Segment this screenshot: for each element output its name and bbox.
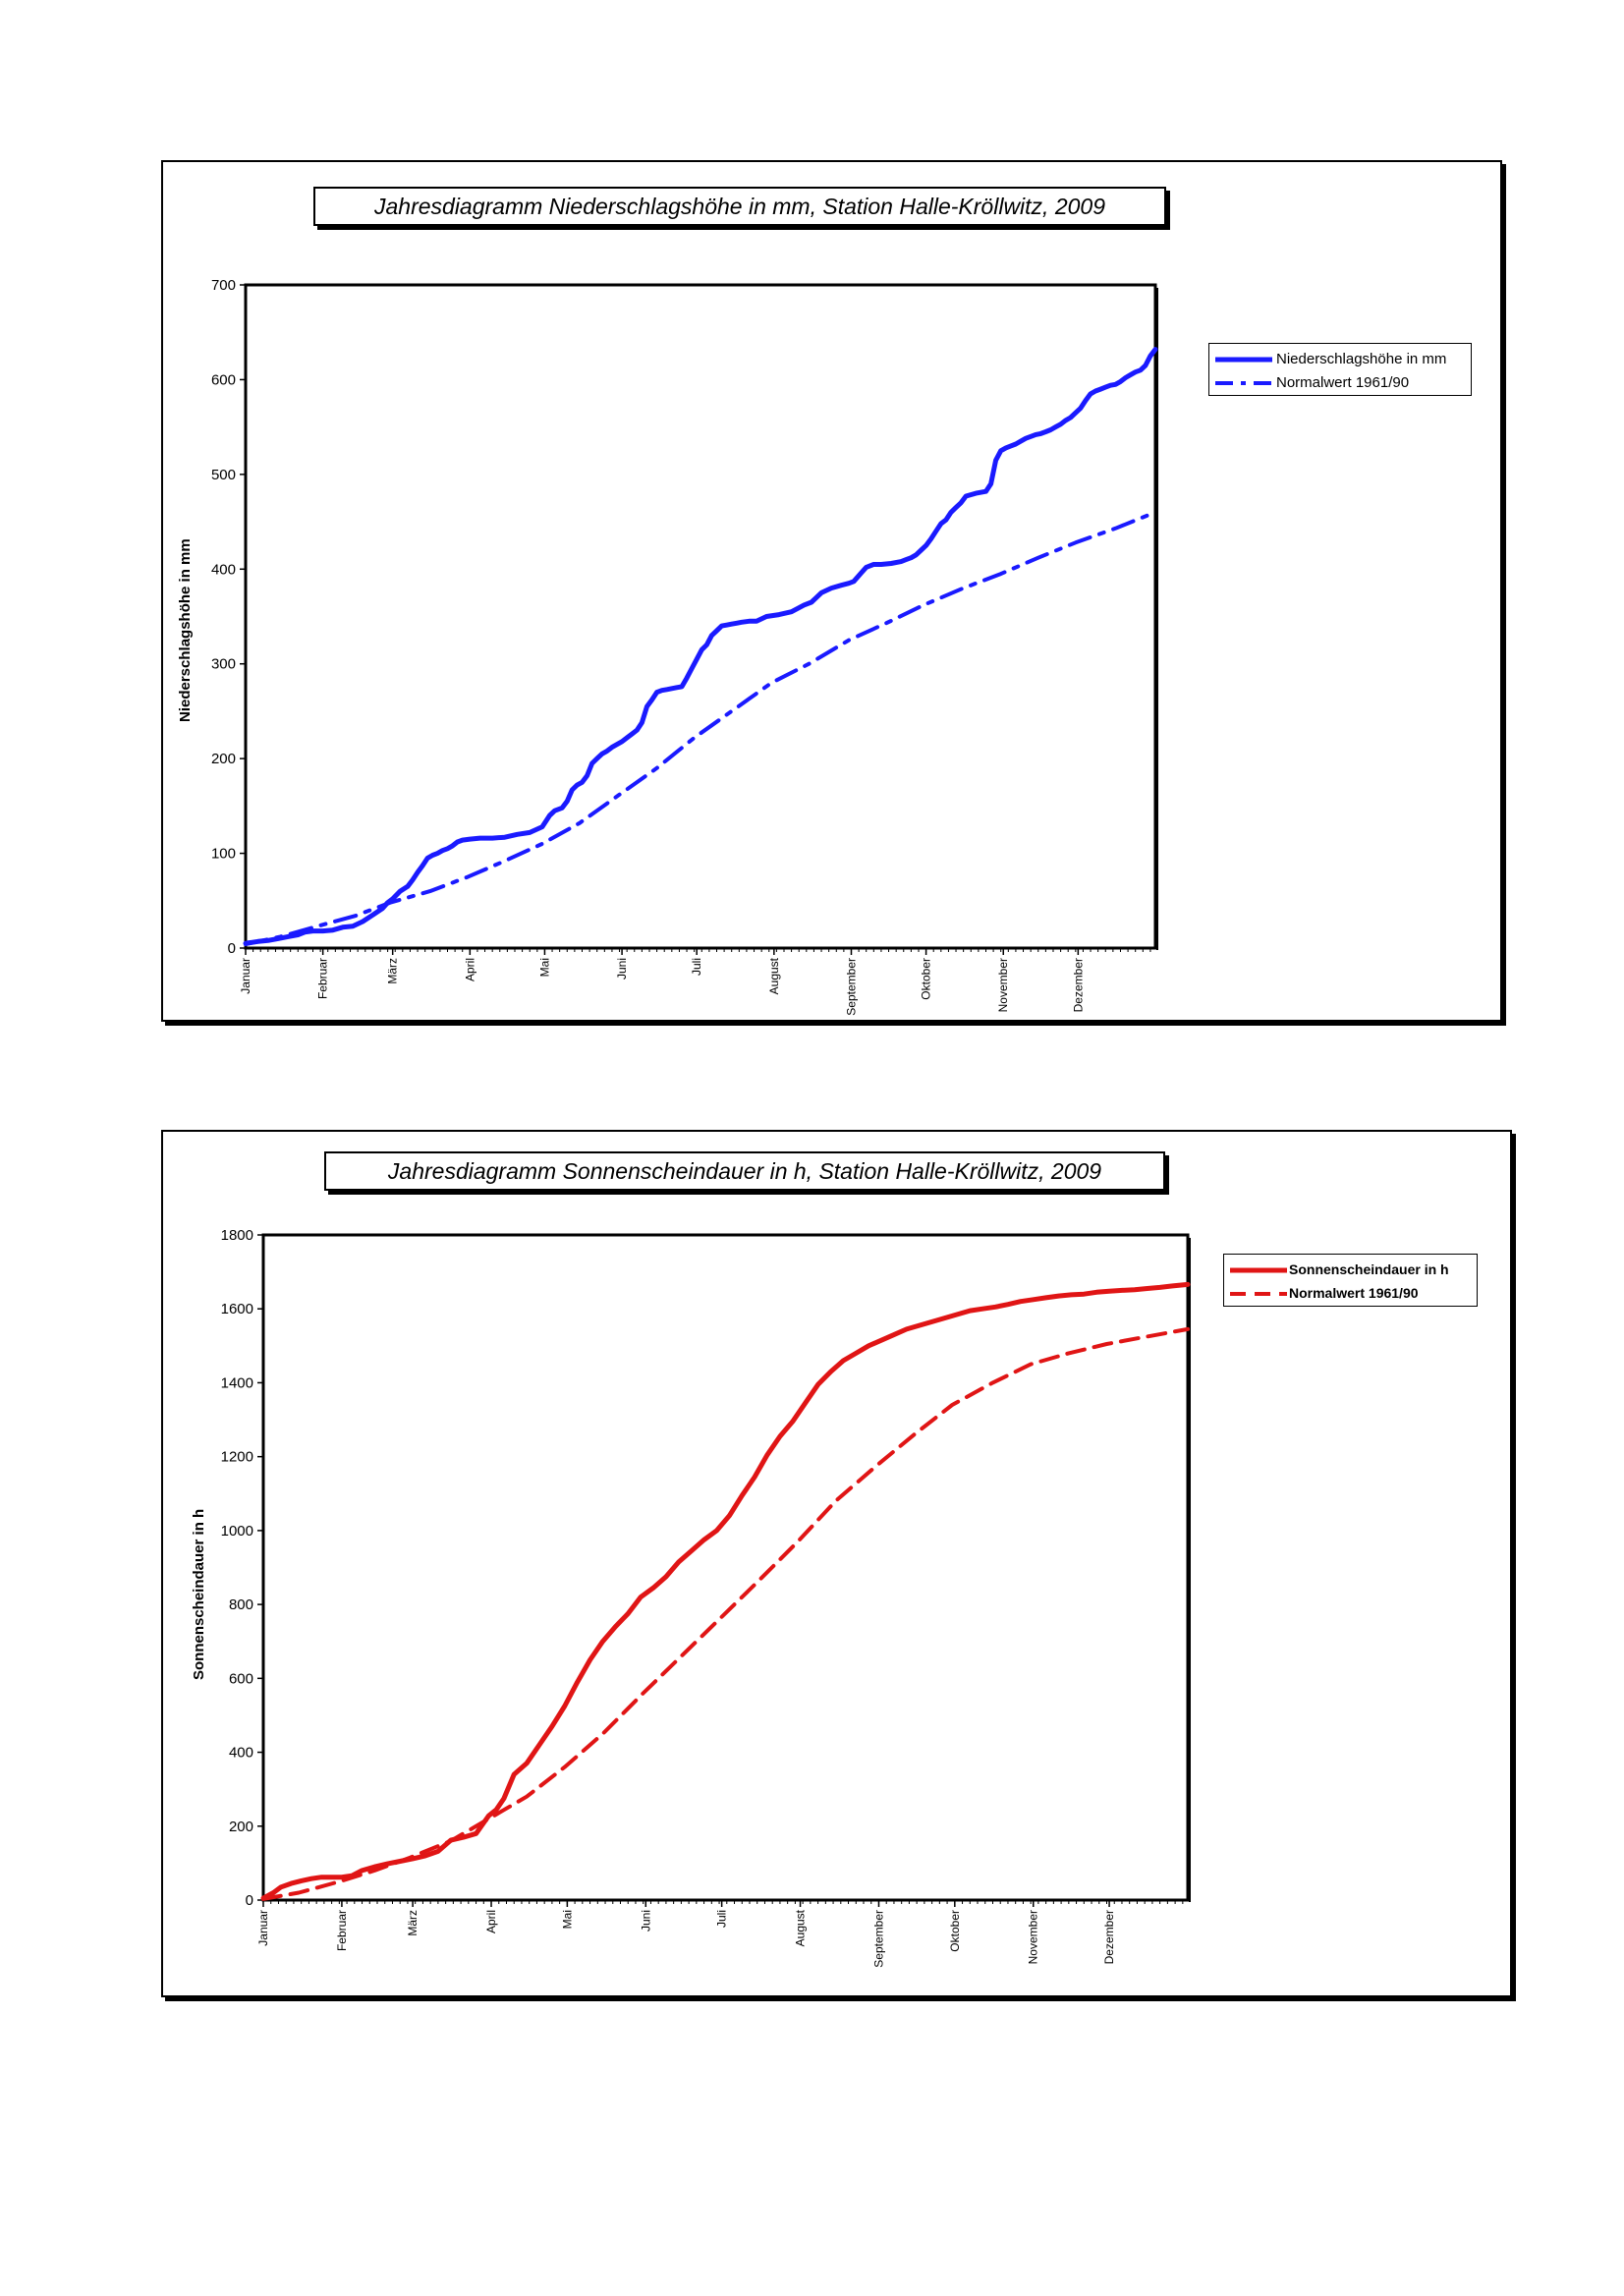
x-tick-label: August (767, 957, 781, 994)
y-tick-label: 500 (211, 467, 236, 483)
y-tick-label: 200 (229, 1819, 253, 1835)
precipitation-plot: 0 100 200 300 400 500 600 700 Januar Februar März A… (211, 277, 1158, 1016)
x-tick-label: Mai (560, 1910, 574, 1929)
x-tick-label: Oktober (948, 1910, 962, 1952)
y-tick-label: 600 (211, 371, 236, 388)
y-tick-label: 200 (211, 751, 236, 767)
x-tick-label: Juli (690, 958, 703, 976)
legend-entry-series-2: Normalwert 1961/90 (1230, 1283, 1483, 1305)
y-tick-label: 1000 (221, 1523, 253, 1540)
chart-legend: Niederschlagshöhe in mm Normalwert 1961/… (1208, 343, 1472, 396)
x-tick-label: Dezember (1071, 958, 1085, 1012)
legend-label: Niederschlagshöhe in mm (1276, 351, 1447, 367)
x-tick-label: Juli (715, 1910, 729, 1928)
y-tick-label: 400 (229, 1745, 253, 1762)
y-tick-label: 0 (228, 940, 236, 957)
legend-entry-series-2: Normalwert 1961/90 (1215, 372, 1477, 394)
y-tick-label: 300 (211, 656, 236, 673)
y-tick-label: 1600 (221, 1301, 253, 1317)
plot-area (244, 283, 1157, 950)
y-tick-label: 400 (211, 561, 236, 578)
legend-label: Sonnenscheindauer in h (1289, 1261, 1449, 1277)
x-tick-label: August (794, 1909, 808, 1946)
legend-entry-series-1: Niederschlagshöhe in mm (1215, 349, 1477, 370)
plot-area (261, 1233, 1190, 1902)
sunshine-chart-panel: Jahresdiagramm Sonnenscheindauer in h, S… (161, 1130, 1512, 1997)
series-line-2 (244, 510, 1157, 947)
x-tick-label: März (406, 1910, 420, 1936)
x-tick-label: November (1027, 1910, 1040, 1964)
precipitation-chart-panel: Jahresdiagramm Niederschlagshöhe in mm, … (161, 160, 1502, 1022)
x-tick-label: Januar (239, 958, 252, 994)
legend-entry-series-1: Sonnenscheindauer in h (1230, 1260, 1483, 1281)
x-tick-label: Januar (256, 1910, 270, 1946)
x-tick-label: Juni (615, 958, 629, 980)
series-line-2 (261, 1326, 1190, 1901)
chart-legend: Sonnenscheindauer in h Normalwert 1961/9… (1223, 1254, 1478, 1307)
y-tick-label: 1800 (221, 1227, 253, 1244)
x-tick-label: März (386, 958, 400, 984)
y-tick-label: 800 (229, 1596, 253, 1613)
y-tick-label: 100 (211, 846, 236, 863)
chart-title: Jahresdiagramm Sonnenscheindauer in h, S… (324, 1151, 1165, 1191)
x-tick-label: Februar (316, 958, 330, 999)
y-tick-label: 600 (229, 1670, 253, 1687)
series-line-1 (260, 1281, 1191, 1901)
y-tick-label: 1200 (221, 1449, 253, 1466)
y-tick-label: 700 (211, 277, 236, 294)
y-tick-label: 1400 (221, 1374, 253, 1391)
legend-label: Normalwert 1961/90 (1276, 374, 1410, 391)
x-tick-label: April (463, 958, 476, 981)
legend-label: Normalwert 1961/90 (1289, 1285, 1419, 1301)
x-tick-label: Dezember (1102, 1910, 1116, 1964)
x-tick-label: Oktober (920, 958, 933, 1000)
x-tick-label: September (871, 1910, 885, 1968)
x-tick-label: Februar (335, 1910, 349, 1951)
sunshine-plot: 0 200 400 600 800 1000 1200 1400 1600 1800 Januar F… (221, 1227, 1191, 1968)
chart-title: Jahresdiagramm Niederschlagshöhe in mm, … (313, 187, 1166, 226)
series-line-1 (243, 347, 1158, 946)
x-tick-label: April (484, 1910, 498, 1933)
x-tick-label: November (996, 958, 1010, 1012)
x-tick-label: Juni (639, 1910, 652, 1932)
x-tick-label: Mai (537, 958, 551, 977)
x-tick-label: September (844, 958, 858, 1016)
y-tick-label: 0 (246, 1892, 253, 1909)
